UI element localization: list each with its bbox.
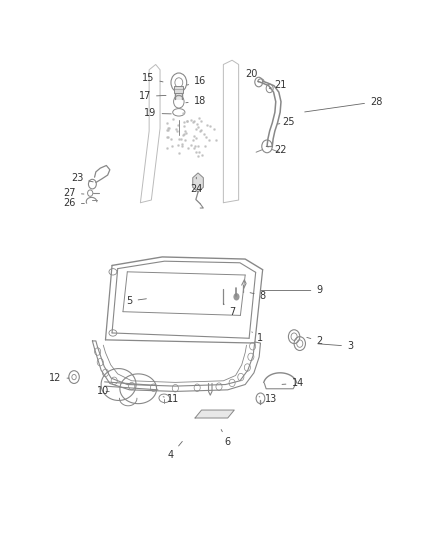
Text: 22: 22: [266, 144, 286, 155]
Text: 28: 28: [305, 96, 382, 112]
Polygon shape: [193, 173, 203, 192]
Text: 25: 25: [278, 117, 295, 127]
Text: 14: 14: [282, 378, 304, 389]
Text: 6: 6: [221, 430, 231, 447]
Text: 21: 21: [269, 80, 286, 90]
Text: 2: 2: [307, 336, 322, 346]
Text: 10: 10: [97, 386, 110, 397]
Text: 23: 23: [71, 173, 93, 183]
Text: 24: 24: [190, 177, 202, 195]
Text: 4: 4: [168, 441, 182, 460]
Text: 12: 12: [49, 373, 69, 383]
Text: 8: 8: [250, 290, 266, 301]
Polygon shape: [195, 410, 234, 418]
Text: 20: 20: [246, 69, 258, 82]
Text: 16: 16: [187, 77, 206, 86]
Text: 11: 11: [163, 394, 179, 405]
Circle shape: [233, 293, 240, 301]
Text: 7: 7: [223, 304, 235, 317]
Text: 5: 5: [127, 296, 146, 306]
Text: 17: 17: [138, 91, 166, 101]
Text: 19: 19: [145, 108, 171, 118]
Text: 26: 26: [64, 198, 85, 208]
Text: 18: 18: [186, 95, 206, 106]
Text: 15: 15: [142, 74, 163, 83]
Text: 13: 13: [259, 394, 278, 405]
Text: 9: 9: [261, 286, 322, 295]
Text: 3: 3: [318, 341, 353, 351]
Text: 1: 1: [252, 332, 264, 343]
Bar: [174, 86, 183, 93]
Text: 27: 27: [64, 188, 84, 198]
